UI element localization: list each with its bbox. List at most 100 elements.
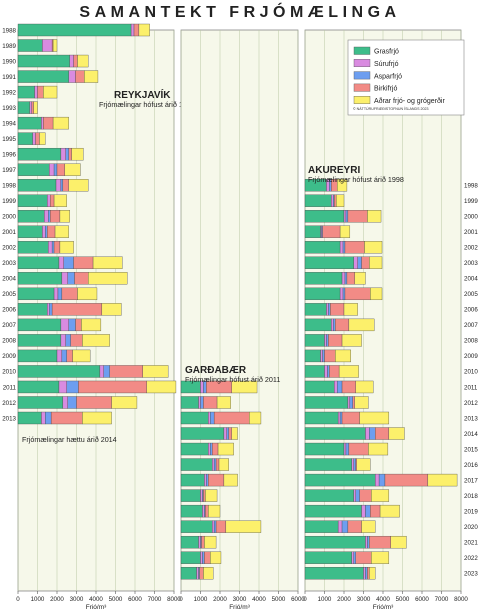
bar-segment <box>45 411 52 425</box>
bar-segment <box>204 551 211 564</box>
bar-segment <box>225 520 262 533</box>
bar-segment <box>33 101 38 114</box>
year-label: 1998 <box>2 183 16 190</box>
bar-segment <box>304 303 327 316</box>
year-label: 2010 <box>464 369 478 376</box>
bar-segment <box>213 520 217 533</box>
bar-segment <box>42 225 46 238</box>
year-label: 2008 <box>464 338 478 345</box>
bar-segment <box>180 504 203 518</box>
bar-segment <box>304 241 341 254</box>
bar-segment <box>51 241 55 254</box>
bar-segment <box>324 349 336 363</box>
bar-segment <box>375 427 390 440</box>
bar-segment <box>337 520 343 533</box>
bar-segment <box>361 256 370 269</box>
bar-segment <box>304 225 321 238</box>
year-label: 2011 <box>3 384 17 391</box>
bar-segment <box>37 85 44 99</box>
bar-segment <box>361 504 366 518</box>
bar-segment <box>202 504 205 518</box>
bar-segment <box>203 489 206 502</box>
bar-segment <box>50 411 83 425</box>
x-tick-label: 3000 <box>357 596 371 603</box>
year-label: 2001 <box>2 229 16 236</box>
bar-segment <box>249 411 262 425</box>
x-tick-label: 2000 <box>50 596 64 603</box>
bar-segment <box>216 396 231 409</box>
bar-segment <box>341 520 349 533</box>
bar-segment <box>206 473 209 487</box>
bar-segment <box>324 334 327 347</box>
x-tick-label: 0 <box>16 596 20 603</box>
x-tick-label: 0 <box>179 596 183 603</box>
bar-segment <box>133 23 140 37</box>
year-label: 2012 <box>2 400 16 407</box>
bar-segment <box>17 179 57 192</box>
year-label: 2018 <box>464 493 478 500</box>
year-label: 2013 <box>464 415 478 422</box>
bar-segment <box>55 179 62 192</box>
bar-segment <box>304 504 362 518</box>
bar-segment <box>213 458 217 471</box>
x-tick-label: 1000 <box>194 596 208 603</box>
bar-segment <box>341 334 362 347</box>
x-tick-label: 3000 <box>70 596 84 603</box>
bar-segment <box>92 256 123 269</box>
bar-segment <box>61 287 78 301</box>
bar-segment <box>322 349 325 363</box>
station-name: REYKJAVÍK <box>114 88 171 101</box>
year-label: 2010 <box>2 369 16 376</box>
bar-segment <box>324 365 328 378</box>
bar-segment <box>109 365 143 378</box>
panel-garðabær: 0 1000 2000 3000 4000 5000 6000 Frjó/m³ GARÐABÆR… <box>179 29 305 609</box>
bar-segment <box>66 349 73 363</box>
bar-segment <box>354 272 366 285</box>
bar-segment <box>351 551 354 564</box>
bar-segment <box>341 272 346 285</box>
year-label: 1989 <box>2 43 16 50</box>
year-label: 1999 <box>464 198 478 205</box>
bar-segment <box>345 442 350 456</box>
bar-segment <box>367 210 382 223</box>
bar-segment <box>328 303 331 316</box>
bar-segment <box>368 442 389 456</box>
bar-segment <box>73 54 78 68</box>
bar-segment <box>347 396 351 409</box>
bar-segment <box>334 380 338 394</box>
bar-segment <box>210 551 222 564</box>
bar-segment <box>231 427 238 440</box>
legend: Grasfrjó Súrufrjó Asparfrjó Birkifrjó Aðrar … <box>347 39 465 116</box>
bar-segment <box>103 365 110 378</box>
bar-segment <box>48 210 51 223</box>
legend-label: Aðrar frjó- og grógerðir <box>374 97 445 105</box>
station-note: Frjómælingar hófust árið 2011 <box>185 375 280 384</box>
bar-segment <box>17 318 62 332</box>
bar-segment <box>304 567 364 580</box>
bar-segment <box>17 194 48 207</box>
bar-segment <box>330 303 345 316</box>
bar-segment <box>72 349 91 363</box>
bar-segment <box>210 411 215 425</box>
year-label: 2017 <box>464 477 478 484</box>
bar-segment <box>17 380 60 394</box>
bar-segment <box>304 287 341 301</box>
bar-segment <box>343 210 347 223</box>
bar-segment <box>223 427 227 440</box>
panel-akureyri: 0 1000 2000 3000 4000 5000 6000 7000 8000 Frjó/m³… <box>303 29 478 609</box>
bar-segment <box>142 365 169 378</box>
bar-segment <box>390 535 407 549</box>
bar-segment <box>212 520 215 533</box>
bar-segment <box>304 411 339 425</box>
x-tick-label: 5000 <box>272 596 286 603</box>
x-tick-label: 8000 <box>167 596 181 603</box>
bar-segment <box>180 427 225 440</box>
bar-segment <box>304 489 354 502</box>
year-label: 1994 <box>2 120 16 127</box>
bar-segment <box>331 318 334 332</box>
bar-segment <box>348 318 375 332</box>
bar-segment <box>304 194 332 207</box>
bar-segment <box>47 303 50 316</box>
bar-segment <box>212 442 219 456</box>
bar-segment <box>355 551 372 564</box>
